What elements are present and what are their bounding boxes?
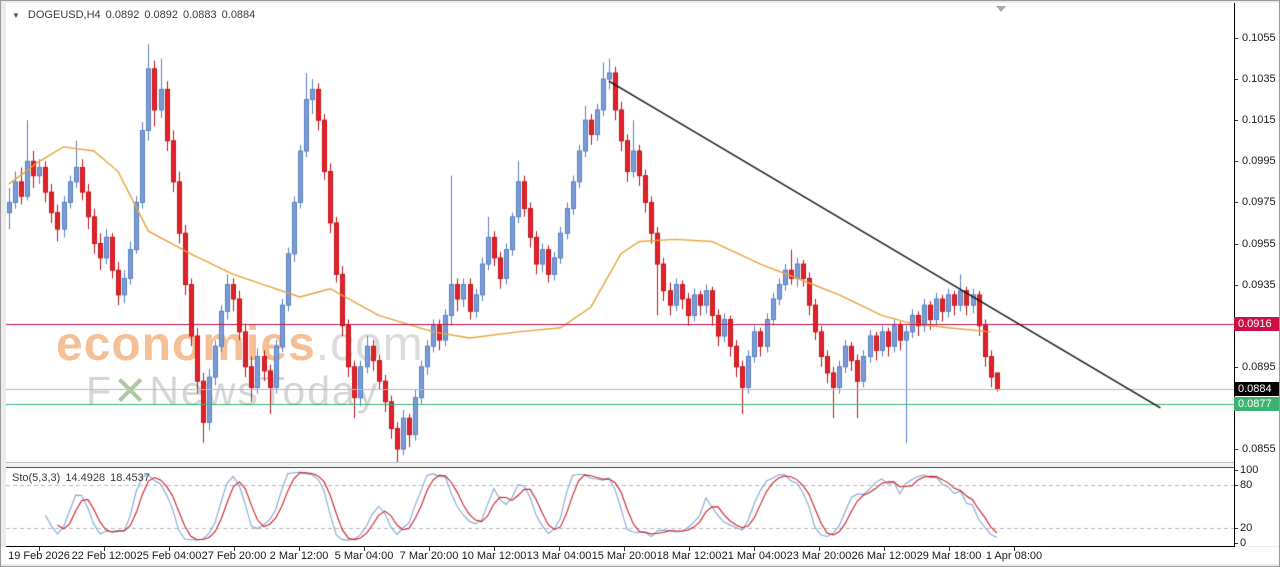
- open-value: 0.0892: [105, 9, 140, 21]
- price-tick: [1234, 161, 1238, 162]
- price-tick-label: 0.0935: [1242, 279, 1276, 291]
- time-tick-label: 18 Mar 12:00: [656, 550, 722, 562]
- time-tick-label: 22 Feb 12:00: [71, 550, 137, 562]
- time-tick-label: 7 Mar 20:00: [399, 550, 459, 562]
- price-tick-label: 0.0955: [1242, 238, 1276, 250]
- time-tick: [1014, 547, 1015, 551]
- stochastic-legend: Sto(5,3,3) 14.4928 18.4537: [12, 472, 155, 484]
- time-tick: [169, 547, 170, 551]
- stochastic-main-value: 14.4928: [65, 472, 106, 484]
- time-tick: [884, 547, 885, 551]
- time-tick-label: 1 Apr 08:00: [985, 550, 1043, 562]
- time-tick-label: 21 Mar 04:00: [721, 550, 787, 562]
- time-tick-label: 26 Mar 12:00: [851, 550, 917, 562]
- axis-border-line: [1234, 3, 1235, 546]
- time-tick-label: 10 Mar 12:00: [461, 550, 527, 562]
- chart-shift-marker-icon: [996, 6, 1006, 12]
- time-tick: [559, 547, 560, 551]
- price-level-label-current-price: 0.0884: [1234, 382, 1279, 396]
- price-tick-label: 0.0895: [1242, 361, 1276, 373]
- time-tick: [754, 547, 755, 551]
- time-tick: [429, 547, 430, 551]
- stochastic-panel[interactable]: Sto(5,3,3) 14.4928 18.4537: [6, 468, 1234, 546]
- stochastic-canvas[interactable]: [6, 468, 1234, 546]
- price-tick: [1234, 38, 1238, 39]
- time-tick: [39, 547, 40, 551]
- stochastic-signal-value: 18.4537: [110, 472, 150, 484]
- chart-title: ▼ DOGEUSD,H4 0.0892 0.0892 0.0883 0.0884: [12, 9, 260, 21]
- close-value: 0.0884: [221, 9, 256, 21]
- stochastic-border-line: [6, 546, 1235, 547]
- time-tick: [624, 547, 625, 551]
- time-tick-label: 25 Feb 04:00: [136, 550, 202, 562]
- sto-tick: [1234, 543, 1238, 544]
- time-tick-label: 2 Mar 12:00: [269, 550, 329, 562]
- price-tick: [1234, 244, 1238, 245]
- price-chart-canvas[interactable]: [6, 3, 1234, 462]
- time-tick: [234, 547, 235, 551]
- price-tick: [1234, 449, 1238, 450]
- price-level-label-resistance: 0.0916: [1234, 317, 1279, 331]
- price-tick-label: 0.1055: [1242, 32, 1276, 44]
- symbol-period-label: DOGEUSD,H4: [27, 9, 101, 21]
- sto-tick-label: 80: [1240, 479, 1253, 491]
- time-tick-label: 29 Mar 18:00: [916, 550, 982, 562]
- time-tick: [299, 547, 300, 551]
- time-tick-label: 19 Feb 2026: [8, 550, 70, 562]
- panel-separator[interactable]: [6, 462, 1234, 468]
- time-tick: [364, 547, 365, 551]
- price-tick: [1234, 120, 1238, 121]
- sto-tick: [1234, 470, 1238, 471]
- time-tick: [949, 547, 950, 551]
- time-tick-label: 15 Mar 20:00: [591, 550, 657, 562]
- time-tick-label: 5 Mar 04:00: [334, 550, 394, 562]
- sto-tick-label: 0: [1240, 537, 1247, 549]
- price-tick-label: 0.0995: [1242, 155, 1276, 167]
- time-tick: [689, 547, 690, 551]
- price-tick-label: 0.1015: [1242, 114, 1276, 126]
- time-tick-label: 27 Feb 20:00: [201, 550, 267, 562]
- price-tick-label: 0.0975: [1242, 196, 1276, 208]
- symbol-dropdown-arrow-icon[interactable]: ▼: [12, 11, 20, 20]
- price-tick: [1234, 202, 1238, 203]
- price-axis[interactable]: 0.1055 0.1035 0.1015 0.0995 0.0975 0.0955 0.09…: [1234, 3, 1279, 549]
- sto-tick-label: 20: [1240, 522, 1253, 534]
- time-tick-label: 13 Mar 04:00: [526, 550, 592, 562]
- time-tick-label: 23 Mar 20:00: [786, 550, 852, 562]
- sto-tick-label: 100: [1240, 464, 1259, 476]
- price-tick: [1234, 79, 1238, 80]
- time-tick: [494, 547, 495, 551]
- price-tick-label: 0.1035: [1242, 73, 1276, 85]
- price-tick-label: 0.0855: [1242, 443, 1276, 455]
- price-tick: [1234, 367, 1238, 368]
- time-axis[interactable]: 19 Feb 2026 22 Feb 12:00 25 Feb 04:00 27 Fe…: [1, 547, 1279, 564]
- stochastic-name: Sto(5,3,3): [12, 472, 61, 484]
- time-tick: [104, 547, 105, 551]
- sto-tick: [1234, 528, 1238, 529]
- low-value: 0.0883: [182, 9, 217, 21]
- high-value: 0.0892: [144, 9, 178, 21]
- price-tick: [1234, 285, 1238, 286]
- price-level-label-support: 0.0877: [1234, 397, 1279, 411]
- main-chart-panel[interactable]: economies.com F✕NewsToday ▼DOGEUSD,H40.0…: [6, 3, 1234, 462]
- time-tick: [819, 547, 820, 551]
- sto-tick: [1234, 485, 1238, 486]
